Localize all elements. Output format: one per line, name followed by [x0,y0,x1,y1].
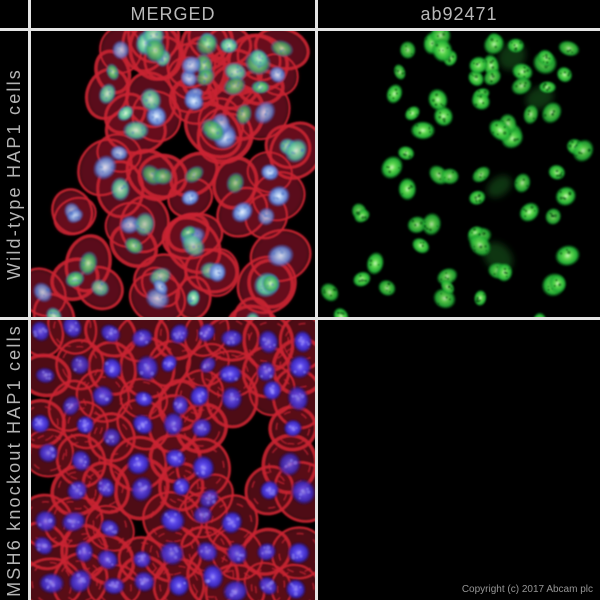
divider-vertical-labels [28,0,31,600]
row-label-msh6-knockout-text: MSH6 knockout HAP1 cells [3,323,24,597]
panel-ab92471-msh6-knockout-blank: Copyright (c) 2017 Abcam plc [318,320,600,600]
panel-ab92471-wildtype-image [318,31,600,317]
divider-horizontal-header [0,28,600,31]
column-header-merged: MERGED [130,4,216,24]
row-label-wildtype-text: Wild-type HAP1 cells [3,67,24,281]
divider-vertical-columns [315,0,318,600]
row-label-wildtype: Wild-type HAP1 cells [0,31,28,317]
panel-merged-msh6-knockout-image [31,320,315,600]
divider-horizontal-rows [0,317,600,320]
column-header-ab92471: ab92471 [420,4,498,24]
copyright-text: Copyright (c) 2017 Abcam plc [461,584,593,595]
row-label-msh6-knockout: MSH6 knockout HAP1 cells [0,320,28,600]
panel-merged-wildtype-image [31,31,315,317]
